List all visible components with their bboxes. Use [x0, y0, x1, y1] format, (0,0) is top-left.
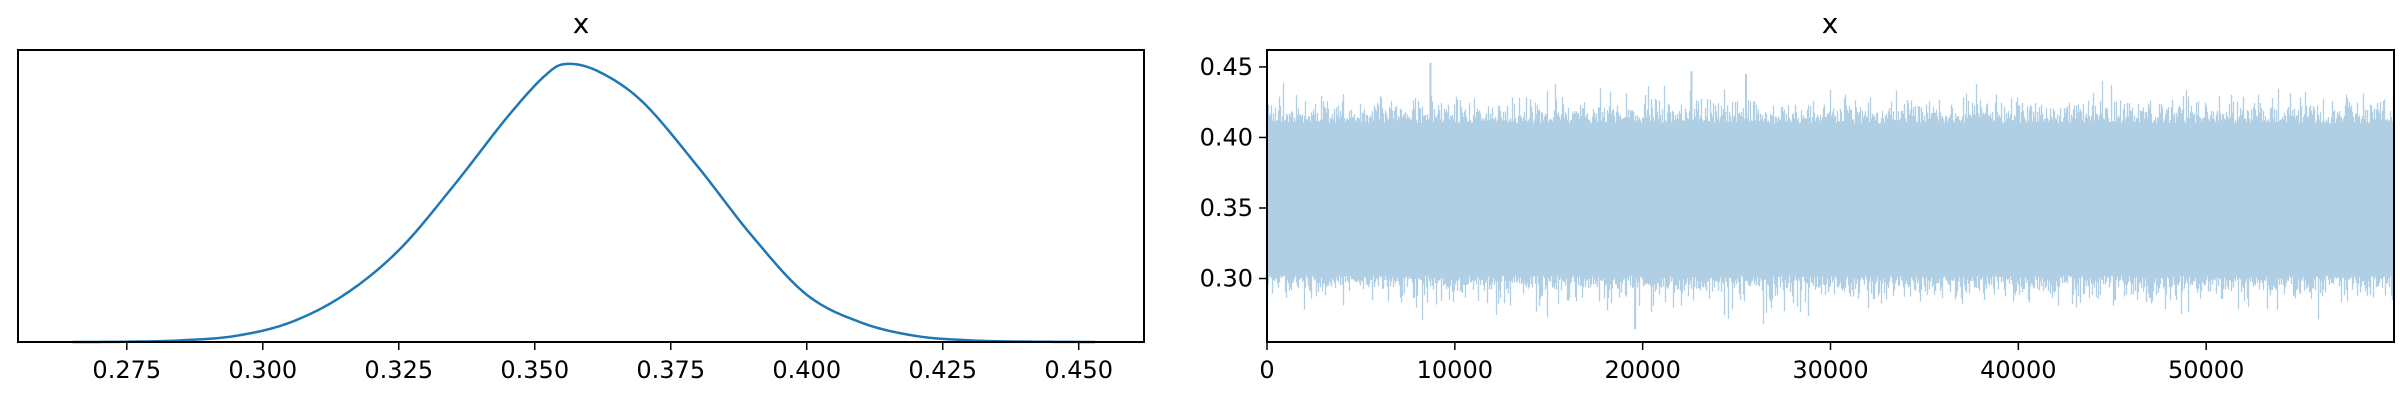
trace-y-tick-label: 0.45 — [1200, 53, 1253, 81]
density-x-tick-label: 0.450 — [1044, 356, 1113, 384]
trace-y-tick-label: 0.30 — [1200, 265, 1253, 293]
density-x-tick-label: 0.275 — [92, 356, 161, 384]
trace-panel: x 0 10000 20000 30000 40000 50000 0.30 0.35 0.4… — [1200, 7, 2395, 384]
trace-x-tick-label: 40000 — [1980, 356, 2056, 384]
density-x-tick-label: 0.350 — [500, 356, 569, 384]
density-x-tick-label: 0.300 — [228, 356, 297, 384]
density-title: x — [573, 7, 590, 40]
density-x-tick-label: 0.425 — [908, 356, 977, 384]
trace-x-tick-label: 20000 — [1604, 356, 1680, 384]
trace-y-tick-label: 0.35 — [1200, 194, 1253, 222]
density-x-tick-label: 0.325 — [364, 356, 433, 384]
density-x-tick-label: 0.400 — [772, 356, 841, 384]
trace-y-tick-label: 0.40 — [1200, 123, 1253, 151]
density-x-tick-label: 0.375 — [636, 356, 705, 384]
trace-samples — [1266, 80, 2395, 324]
trace-x-tick-label: 10000 — [1417, 356, 1493, 384]
density-x-axis: 0.275 0.300 0.325 0.350 0.375 0.400 0.425 0.450 — [92, 342, 1113, 384]
trace-x-axis: 0 10000 20000 30000 40000 50000 — [1259, 342, 2244, 384]
density-plot-area — [72, 62, 1096, 344]
density-curve — [72, 62, 1096, 344]
density-panel: x 0.275 0.300 0.325 0.350 0.375 0.400 0.425 0.4… — [17, 7, 1145, 384]
trace-x-tick-label: 0 — [1259, 356, 1274, 384]
trace-plot-area — [1266, 62, 2395, 330]
density-axes-frame — [17, 49, 1145, 343]
trace-x-tick-label: 50000 — [2168, 356, 2244, 384]
trace-title: x — [1822, 7, 1839, 40]
trace-y-axis: 0.30 0.35 0.40 0.45 — [1200, 53, 1267, 293]
trace-x-tick-label: 30000 — [1792, 356, 1868, 384]
